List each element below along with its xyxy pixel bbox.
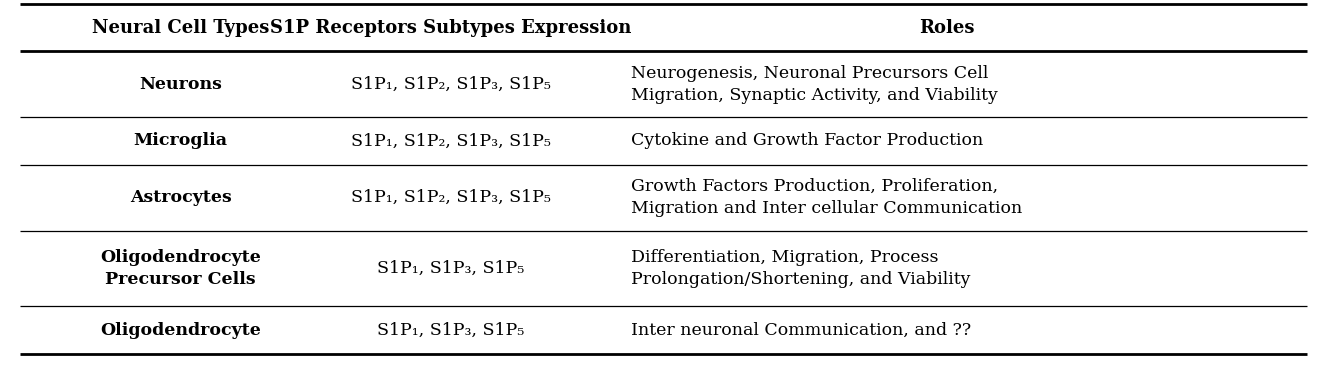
Text: S1P₁, S1P₃, S1P₅: S1P₁, S1P₃, S1P₅ bbox=[378, 260, 524, 277]
Text: S1P₁, S1P₂, S1P₃, S1P₅: S1P₁, S1P₂, S1P₃, S1P₅ bbox=[351, 189, 550, 206]
Text: S1P₁, S1P₃, S1P₅: S1P₁, S1P₃, S1P₅ bbox=[378, 322, 524, 339]
Text: Neurogenesis, Neuronal Precursors Cell
Migration, Synaptic Activity, and Viabili: Neurogenesis, Neuronal Precursors Cell M… bbox=[631, 64, 998, 104]
Text: Inter neuronal Communication, and ??: Inter neuronal Communication, and ?? bbox=[631, 322, 972, 339]
Text: Differentiation, Migration, Process
Prolongation/Shortening, and Viability: Differentiation, Migration, Process Prol… bbox=[631, 249, 970, 288]
Text: S1P₁, S1P₂, S1P₃, S1P₅: S1P₁, S1P₂, S1P₃, S1P₅ bbox=[351, 76, 550, 93]
Text: Astrocytes: Astrocytes bbox=[129, 189, 231, 206]
Text: Oligodendrocyte: Oligodendrocyte bbox=[100, 322, 261, 339]
Text: S1P Receptors Subtypes Expression: S1P Receptors Subtypes Expression bbox=[271, 19, 632, 37]
Text: Roles: Roles bbox=[919, 19, 974, 37]
Text: Neurons: Neurons bbox=[139, 76, 222, 93]
Text: Microglia: Microglia bbox=[133, 132, 227, 149]
Text: Cytokine and Growth Factor Production: Cytokine and Growth Factor Production bbox=[631, 132, 983, 149]
Text: Neural Cell Types: Neural Cell Types bbox=[92, 19, 269, 37]
Text: Oligodendrocyte
Precursor Cells: Oligodendrocyte Precursor Cells bbox=[100, 249, 261, 288]
Text: S1P₁, S1P₂, S1P₃, S1P₅: S1P₁, S1P₂, S1P₃, S1P₅ bbox=[351, 132, 550, 149]
Text: Growth Factors Production, Proliferation,
Migration and Inter cellular Communica: Growth Factors Production, Proliferation… bbox=[631, 178, 1023, 217]
